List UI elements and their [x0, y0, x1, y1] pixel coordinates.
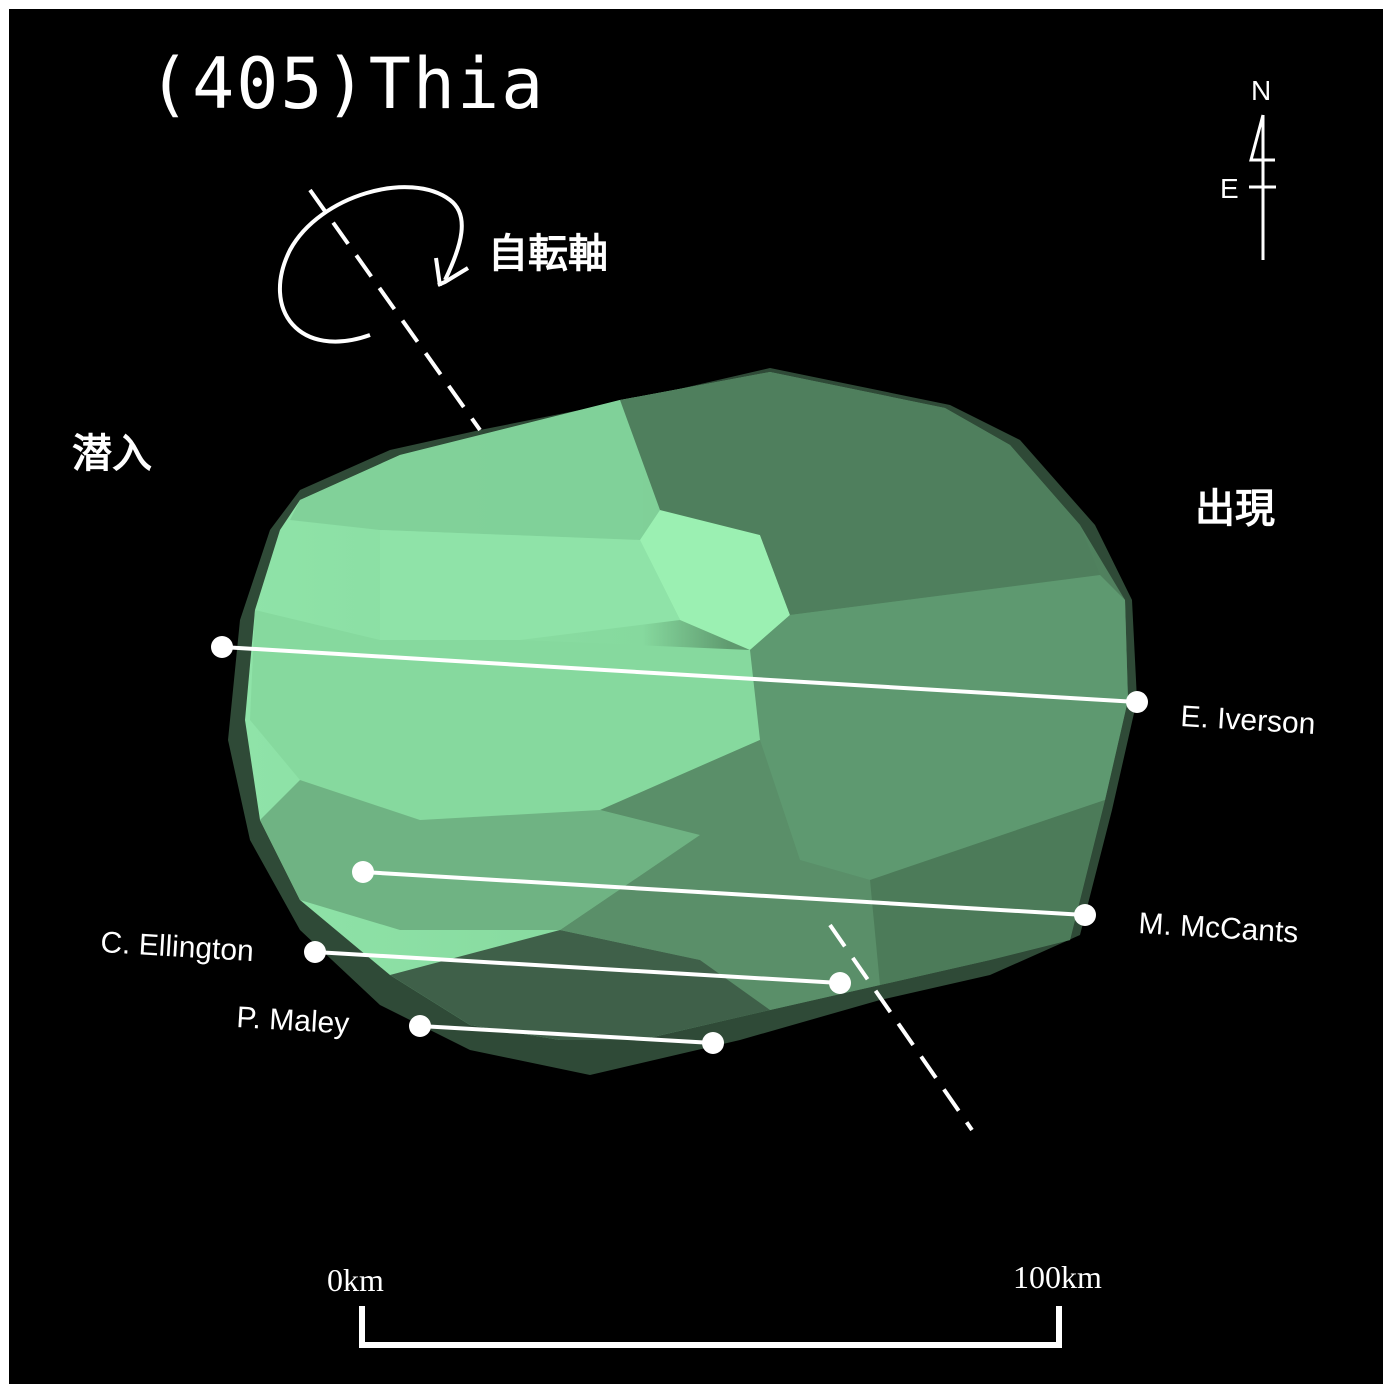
chord-start-dot	[211, 636, 233, 658]
observer-label: M. McCants	[1138, 907, 1300, 949]
chord-line	[362, 870, 1086, 917]
chord-ellington: C. Ellington	[100, 926, 851, 994]
scale-end-label: 100km	[1013, 1259, 1102, 1295]
compass-north-label: N	[1251, 75, 1271, 106]
observer-label: E. Iverson	[1180, 700, 1317, 741]
compass-arrow-head	[1249, 114, 1275, 162]
rotation-axis-label: 自転軸	[488, 231, 608, 277]
chord-line	[314, 950, 841, 985]
chord-end-dot	[829, 972, 851, 994]
scale-bar: 0km 100km	[327, 1259, 1102, 1348]
chord-end-dot	[702, 1032, 724, 1054]
chord-end-dot	[1074, 904, 1096, 926]
asteroid-shape	[228, 368, 1137, 1075]
rotation-arrow-icon	[278, 185, 464, 344]
chord-maley: P. Maley	[236, 1001, 724, 1054]
chord-end-dot	[1126, 691, 1148, 713]
rotation-arrowhead-icon-2	[434, 257, 442, 287]
chord-start-dot	[352, 861, 374, 883]
chord-iverson: E. Iverson	[211, 636, 1316, 741]
rotation-axis: 自転軸	[278, 185, 974, 1132]
scale-bar-line	[359, 1306, 1062, 1348]
compass: N E	[1220, 75, 1276, 260]
rotation-arrowhead-icon	[437, 266, 470, 287]
asteroid-title: (405)Thia	[148, 43, 545, 125]
chord-start-dot	[409, 1015, 431, 1037]
observer-label: C. Ellington	[100, 926, 255, 968]
rotation-axis-lower	[828, 923, 974, 1132]
reappearance-label: 出現	[1195, 486, 1275, 532]
scale-start-label: 0km	[327, 1262, 384, 1298]
chord-start-dot	[304, 941, 326, 963]
disappearance-label: 潜入	[72, 431, 152, 477]
chord-line	[221, 645, 1138, 704]
observer-label: P. Maley	[236, 1001, 351, 1041]
occultation-chords: E. Iverson M. McCants C. Ellington P. Ma…	[100, 636, 1316, 1054]
chord-line	[419, 1024, 714, 1045]
rotation-axis-upper	[308, 188, 482, 432]
compass-east-label: E	[1220, 173, 1239, 204]
